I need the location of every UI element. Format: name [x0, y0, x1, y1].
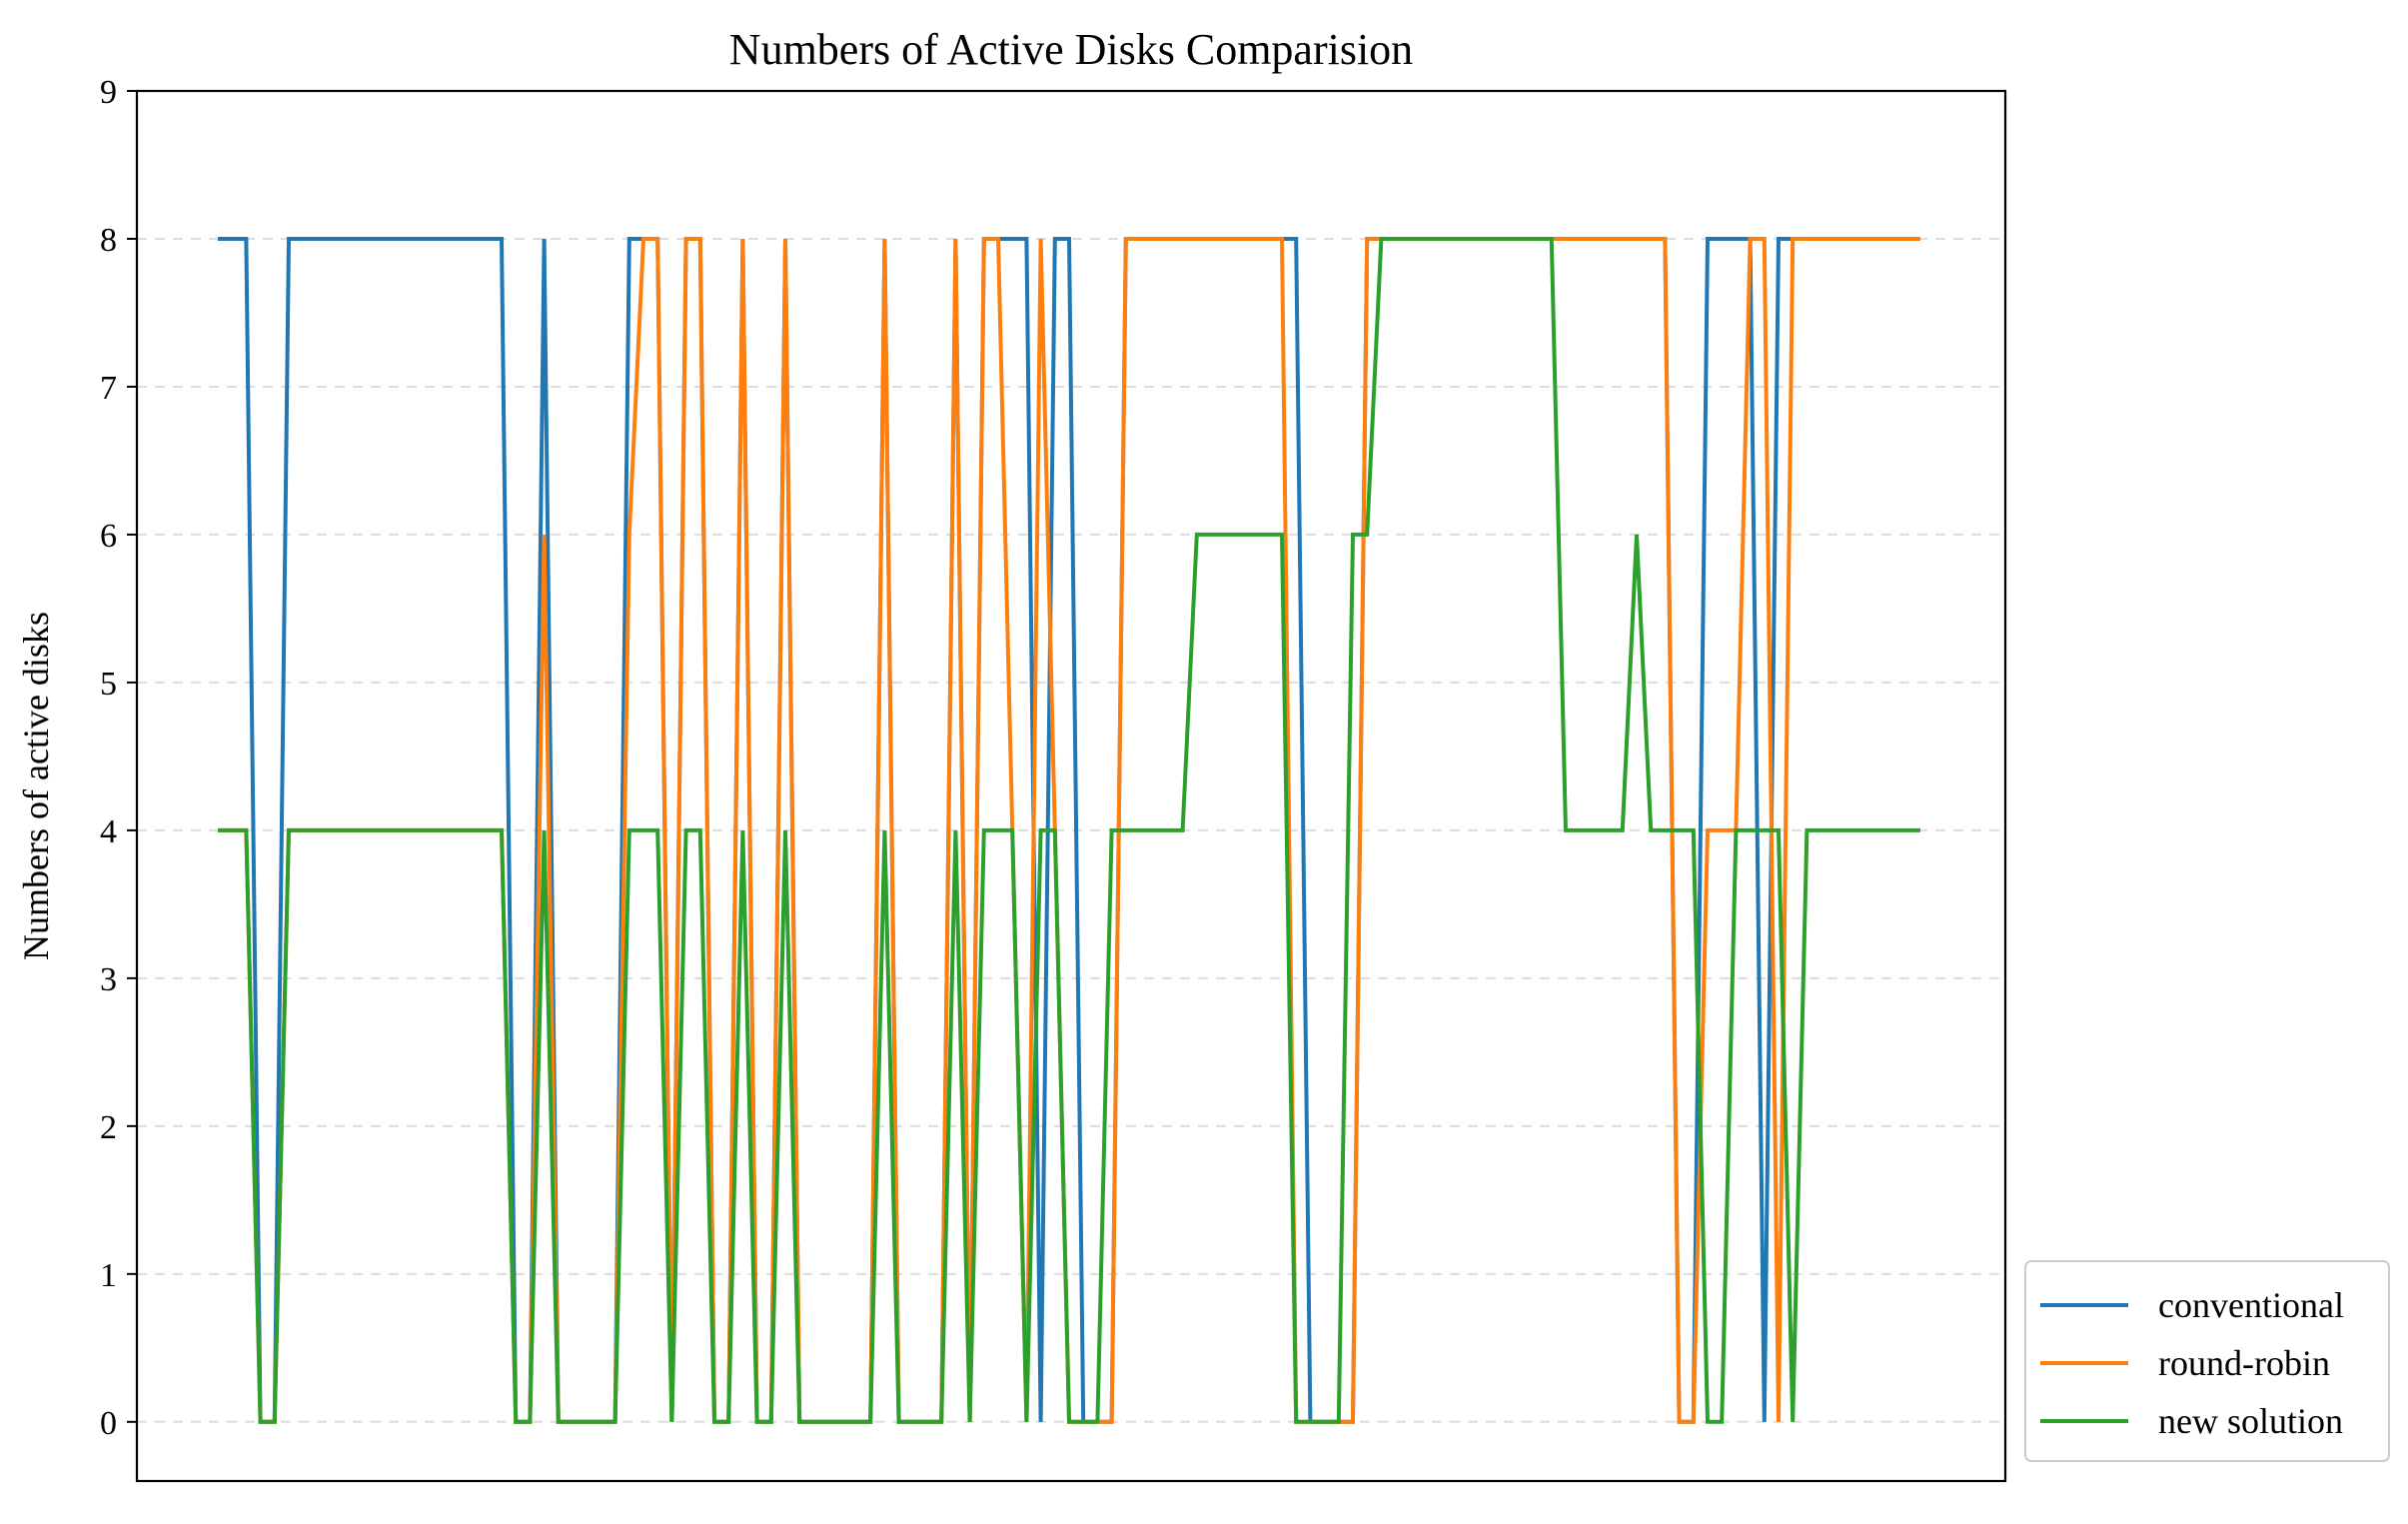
- y-tick-label: 7: [100, 370, 117, 407]
- series-line-new-solution: [218, 237, 1920, 1424]
- legend-box: [2024, 1260, 2390, 1462]
- y-axis-ticks: 0 1 2 3 4 5 6 7 8 9: [100, 74, 137, 1442]
- y-tick-label: 0: [100, 1405, 117, 1442]
- y-tick-label: 2: [100, 1109, 117, 1146]
- y-tick-label: 4: [100, 813, 117, 850]
- y-tick-label: 1: [100, 1257, 117, 1294]
- y-tick-label: 3: [100, 961, 117, 998]
- series-lines: [218, 237, 1920, 1424]
- y-tick-label: 9: [100, 74, 117, 111]
- legend-label: round-robin: [2158, 1343, 2330, 1383]
- y-axis-label: Numbers of active disks: [16, 612, 56, 960]
- legend-label: conventional: [2158, 1285, 2344, 1325]
- y-tick-label: 6: [100, 518, 117, 555]
- legend-label: new solution: [2158, 1401, 2343, 1441]
- plot-frame: [135, 89, 2007, 1483]
- y-tick-label: 8: [100, 222, 117, 259]
- legend: conventional round-robin new solution: [2024, 1260, 2390, 1462]
- y-tick-label: 5: [100, 666, 117, 703]
- chart-title: Numbers of Active Disks Comparision: [729, 25, 1413, 74]
